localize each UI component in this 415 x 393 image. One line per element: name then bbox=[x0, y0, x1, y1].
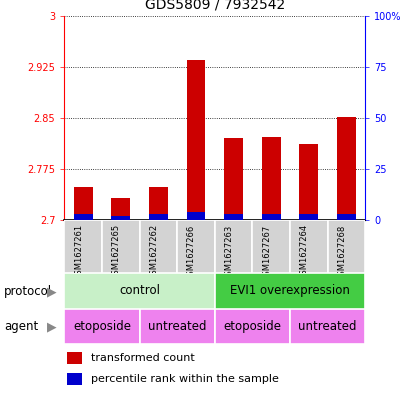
Bar bbox=[299, 214, 318, 220]
Text: transformed count: transformed count bbox=[91, 353, 195, 363]
Text: ▶: ▶ bbox=[47, 285, 57, 298]
Text: GSM1627261: GSM1627261 bbox=[74, 224, 83, 281]
Text: ▶: ▶ bbox=[47, 320, 57, 334]
Bar bbox=[64, 273, 215, 309]
Bar bbox=[290, 220, 327, 273]
Bar bbox=[337, 214, 356, 220]
Text: etoposide: etoposide bbox=[73, 320, 131, 333]
Bar bbox=[111, 216, 130, 220]
Bar bbox=[67, 352, 82, 364]
Bar bbox=[262, 214, 281, 220]
Bar bbox=[64, 220, 102, 273]
Text: GSM1627264: GSM1627264 bbox=[300, 224, 309, 281]
Bar bbox=[67, 373, 82, 385]
Bar bbox=[149, 187, 168, 220]
Text: GSM1627268: GSM1627268 bbox=[337, 224, 347, 281]
Bar bbox=[290, 309, 365, 344]
Bar bbox=[299, 144, 318, 220]
Bar bbox=[224, 214, 243, 220]
Bar bbox=[102, 220, 139, 273]
Text: control: control bbox=[119, 284, 160, 298]
Bar bbox=[74, 214, 93, 220]
Text: GSM1627267: GSM1627267 bbox=[262, 224, 271, 281]
Bar bbox=[111, 198, 130, 220]
Bar bbox=[215, 220, 252, 273]
Bar bbox=[327, 220, 365, 273]
Text: GSM1627265: GSM1627265 bbox=[112, 224, 121, 281]
Bar bbox=[262, 137, 281, 220]
Bar bbox=[187, 212, 205, 220]
Text: GSM1627262: GSM1627262 bbox=[149, 224, 159, 281]
Bar bbox=[215, 273, 365, 309]
Text: percentile rank within the sample: percentile rank within the sample bbox=[91, 374, 279, 384]
Text: protocol: protocol bbox=[4, 285, 52, 298]
Text: untreated: untreated bbox=[148, 320, 206, 333]
Text: etoposide: etoposide bbox=[223, 320, 281, 333]
Text: GSM1627263: GSM1627263 bbox=[225, 224, 234, 281]
Bar bbox=[215, 309, 290, 344]
Bar bbox=[149, 214, 168, 220]
Bar bbox=[74, 187, 93, 220]
Bar bbox=[64, 309, 139, 344]
Bar bbox=[252, 220, 290, 273]
Text: EVI1 overexpression: EVI1 overexpression bbox=[230, 284, 350, 298]
Text: untreated: untreated bbox=[298, 320, 357, 333]
Bar bbox=[224, 138, 243, 220]
Title: GDS5809 / 7932542: GDS5809 / 7932542 bbox=[145, 0, 285, 12]
Bar bbox=[139, 220, 177, 273]
Bar bbox=[139, 309, 215, 344]
Bar bbox=[177, 220, 215, 273]
Bar bbox=[187, 60, 205, 220]
Text: agent: agent bbox=[4, 320, 39, 334]
Bar bbox=[337, 117, 356, 220]
Text: GSM1627266: GSM1627266 bbox=[187, 224, 196, 281]
